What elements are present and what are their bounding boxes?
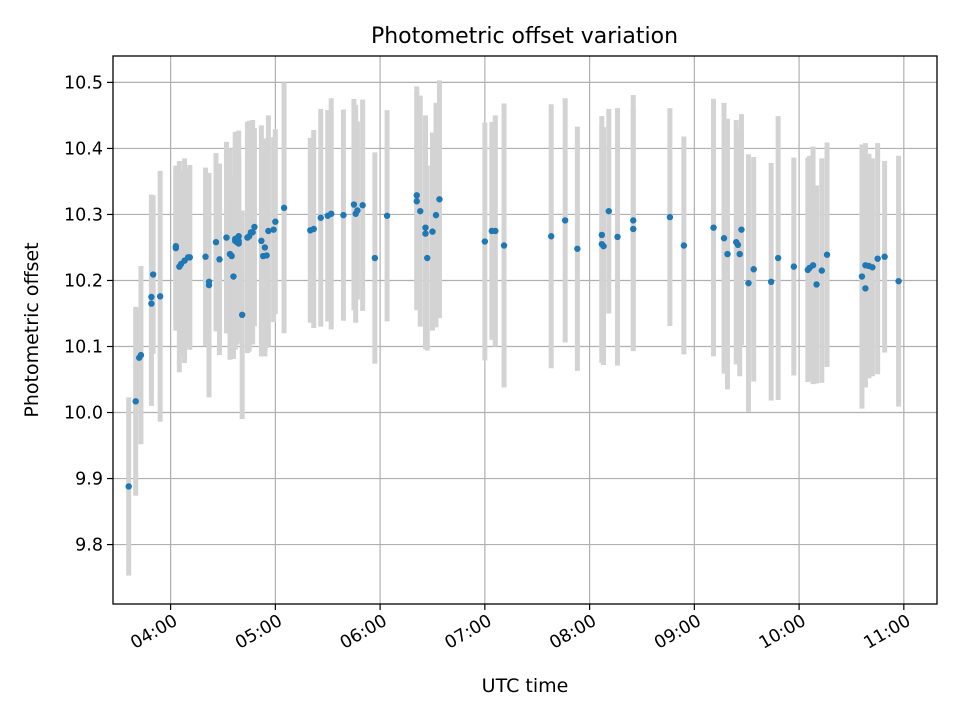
data-point: [666, 213, 674, 221]
x-axis-label: UTC time: [482, 675, 569, 697]
data-point: [359, 202, 366, 209]
data-point: [238, 311, 246, 319]
data-point: [874, 255, 881, 262]
y-tick-label: 9.8: [75, 536, 103, 556]
data-point: [492, 227, 499, 235]
data-point: [547, 233, 555, 240]
data-point: [680, 242, 688, 249]
data-point: [212, 238, 220, 246]
data-point: [630, 225, 637, 233]
y-tick-label: 10.3: [64, 205, 103, 225]
data-point: [261, 244, 269, 251]
data-point: [598, 231, 606, 239]
data-point: [858, 273, 866, 280]
y-tick-label: 10.2: [64, 271, 103, 291]
data-point: [481, 238, 489, 245]
data-point: [265, 227, 272, 235]
data-point: [216, 256, 223, 263]
data-point: [417, 207, 424, 215]
y-tick-label: 10.4: [64, 139, 103, 159]
data-point: [734, 241, 742, 249]
data-point: [561, 217, 569, 224]
y-tick-label: 9.9: [75, 470, 103, 490]
data-point: [125, 483, 132, 490]
data-point: [340, 211, 347, 219]
y-axis-label: Photometric offset: [21, 242, 43, 417]
data-point: [422, 230, 429, 237]
data-point: [413, 192, 420, 199]
y-tick-label: 10.5: [64, 73, 103, 93]
data-point: [500, 242, 508, 249]
data-point: [354, 207, 361, 214]
data-point: [383, 212, 391, 219]
data-point: [251, 223, 258, 231]
data-point: [186, 254, 194, 261]
plot-frame: [112, 55, 938, 605]
data-point: [371, 254, 379, 262]
data-point: [605, 207, 612, 215]
data-point: [813, 281, 820, 288]
data-point: [235, 240, 242, 247]
data-point: [424, 254, 431, 262]
data-point: [600, 242, 607, 250]
data-point: [436, 196, 443, 203]
data-point: [614, 233, 621, 241]
data-point: [263, 252, 270, 259]
data-point: [148, 300, 155, 307]
data-point: [228, 252, 235, 260]
data-point: [630, 217, 637, 224]
data-point: [429, 228, 436, 235]
data-point: [818, 267, 825, 274]
data-point: [809, 262, 817, 269]
data-point: [895, 277, 902, 285]
data-point: [413, 198, 420, 205]
data-point: [750, 266, 757, 273]
data-point: [249, 229, 256, 236]
data-point: [738, 226, 745, 233]
y-tick-label: 10.1: [64, 338, 103, 358]
data-point: [280, 204, 288, 212]
data-point: [710, 224, 717, 231]
data-point: [132, 398, 139, 405]
chart-title: Photometric offset variation: [371, 24, 678, 49]
data-point: [223, 234, 230, 241]
data-points: [125, 192, 902, 490]
grid: [113, 56, 937, 604]
data-point: [724, 250, 731, 258]
data-point: [258, 237, 265, 245]
y-tick-label: 10.0: [64, 404, 103, 424]
data-point: [422, 224, 429, 231]
data-point: [137, 351, 145, 359]
data-point: [310, 225, 317, 233]
data-point: [736, 250, 743, 258]
data-point: [328, 210, 335, 217]
data-point: [235, 233, 242, 240]
data-point: [156, 293, 164, 300]
data-point: [149, 271, 157, 278]
data-point: [869, 264, 876, 271]
data-point: [774, 254, 782, 262]
data-point: [745, 279, 752, 287]
data-point: [205, 278, 213, 286]
data-point: [270, 226, 277, 233]
data-point: [148, 293, 155, 301]
data-point: [720, 235, 728, 242]
data-point: [272, 218, 279, 225]
data-point: [317, 214, 324, 221]
data-point: [574, 245, 581, 252]
data-point: [350, 201, 358, 208]
data-point: [202, 253, 209, 260]
y-axis: 9.8 9.9 10.0 10.1 10.2 10.3 10.4 10.5: [64, 73, 113, 556]
data-point: [823, 251, 831, 258]
data-point: [432, 211, 440, 219]
data-point: [881, 253, 888, 260]
data-point: [172, 242, 180, 250]
data-point: [790, 263, 798, 270]
data-point: [862, 285, 869, 292]
data-point: [767, 278, 775, 286]
data-point: [230, 273, 237, 280]
